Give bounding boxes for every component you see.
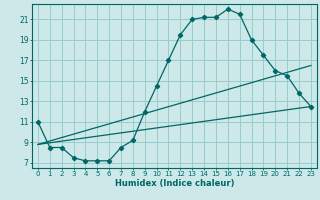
X-axis label: Humidex (Indice chaleur): Humidex (Indice chaleur)	[115, 179, 234, 188]
